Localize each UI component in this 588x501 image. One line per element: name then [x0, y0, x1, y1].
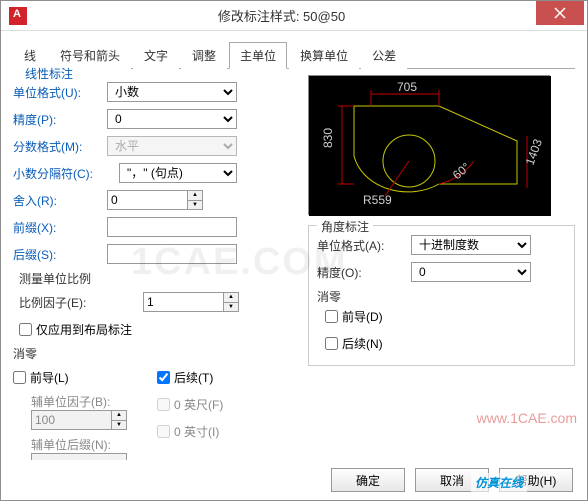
label-round: 舍入(R): — [13, 192, 101, 209]
checkbox-angle-trailing[interactable] — [325, 337, 338, 350]
label-zs-leading: 前导(L) — [30, 369, 69, 386]
dim-radius: R559 — [363, 193, 392, 207]
spinner-subunit-factor: ▲▼ — [31, 410, 127, 430]
app-logo-icon — [9, 7, 27, 25]
select-angle-precision[interactable]: 0 — [411, 262, 531, 282]
dialog-footer: 确定 取消 帮助(H) 仿真在线 — [1, 460, 587, 500]
cancel-button[interactable]: 取消 — [415, 468, 489, 492]
close-icon — [554, 7, 566, 19]
close-button[interactable] — [536, 1, 584, 25]
select-angle-unit-format[interactable]: 十进制度数 — [411, 235, 531, 255]
checkbox-apply-layout[interactable] — [19, 323, 32, 336]
label-precision: 精度(P): — [13, 111, 101, 128]
input-round[interactable] — [107, 190, 187, 210]
input-scale-factor[interactable] — [143, 292, 223, 312]
select-precision[interactable]: 0 — [107, 109, 237, 129]
help-button[interactable]: 帮助(H) — [499, 468, 573, 492]
spinner-round[interactable]: ▲▼ — [107, 190, 203, 210]
select-fraction-format: 水平 — [107, 136, 237, 156]
spinner-scale-factor[interactable]: ▲▼ — [143, 292, 239, 312]
label-unit-format: 单位格式(U): — [13, 84, 101, 101]
label-angle-leading: 前导(D) — [342, 308, 383, 325]
spin-up-icon[interactable]: ▲ — [224, 293, 238, 303]
legend-angle-zero: 消零 — [317, 288, 566, 305]
input-subunit-factor — [31, 410, 111, 430]
label-zs-trailing: 后续(T) — [174, 369, 213, 386]
dimstyle-modify-dialog: 修改标注样式: 50@50 线 符号和箭头 文字 调整 主单位 换算单位 公差 … — [0, 0, 588, 501]
select-unit-format[interactable]: 小数 — [107, 82, 237, 102]
group-angle-dim: 角度标注 单位格式(A): 十进制度数 精度(O): 0 消零 — [308, 225, 575, 366]
titlebar: 修改标注样式: 50@50 — [1, 1, 587, 31]
preview-pane: 705 830 R559 60° 1403 — [308, 75, 550, 215]
checkbox-zs-leading[interactable] — [13, 371, 26, 384]
label-fraction-format: 分数格式(M): — [13, 138, 101, 155]
legend-linear: 线性标注 — [21, 65, 77, 82]
input-suffix[interactable] — [107, 244, 237, 264]
spin-down-icon: ▼ — [112, 421, 126, 430]
label-zs-feet: 0 英尺(F) — [174, 396, 223, 413]
checkbox-angle-leading[interactable] — [325, 310, 338, 323]
label-zs-inches: 0 英寸(I) — [174, 423, 219, 440]
spin-down-icon[interactable]: ▼ — [224, 303, 238, 312]
legend-scale: 测量单位比例 — [19, 270, 298, 287]
dim-top: 705 — [397, 80, 417, 94]
tab-text[interactable]: 文字 — [133, 42, 179, 69]
label-subunit-factor: 辅单位因子(B): — [31, 393, 127, 410]
label-suffix: 后缀(S): — [13, 246, 101, 263]
label-scale-factor: 比例因子(E): — [19, 294, 107, 311]
window-title: 修改标注样式: 50@50 — [27, 6, 536, 25]
preview-drawing: 705 830 R559 60° 1403 — [309, 76, 551, 216]
label-prefix: 前缀(X): — [13, 219, 101, 236]
label-apply-layout: 仅应用到布局标注 — [36, 321, 132, 338]
dim-left: 830 — [321, 128, 335, 148]
tab-tolerance[interactable]: 公差 — [361, 42, 407, 69]
legend-zero-suppress: 消零 — [13, 345, 298, 362]
tab-fit[interactable]: 调整 — [181, 42, 227, 69]
select-decimal-separator[interactable]: "，" (句点) — [119, 163, 237, 183]
checkbox-zs-feet — [157, 398, 170, 411]
tab-primary-units[interactable]: 主单位 — [229, 42, 287, 69]
label-angle-unit-format: 单位格式(A): — [317, 237, 405, 254]
tab-strip: 线 符号和箭头 文字 调整 主单位 换算单位 公差 — [13, 41, 575, 69]
input-prefix[interactable] — [107, 217, 237, 237]
tab-alt-units[interactable]: 换算单位 — [289, 42, 359, 69]
legend-angle: 角度标注 — [317, 218, 373, 235]
ok-button[interactable]: 确定 — [331, 468, 405, 492]
label-angle-precision: 精度(O): — [317, 264, 405, 281]
label-subunit-suffix: 辅单位后缀(N): — [31, 436, 127, 453]
spin-up-icon[interactable]: ▲ — [188, 191, 202, 201]
label-angle-trailing: 后续(N) — [342, 335, 383, 352]
spin-up-icon: ▲ — [112, 411, 126, 421]
label-decimal-sep: 小数分隔符(C): — [13, 165, 113, 182]
checkbox-zs-inches — [157, 425, 170, 438]
spin-down-icon[interactable]: ▼ — [188, 201, 202, 210]
group-linear-dim: 线性标注 单位格式(U): 小数 精度(P): 0 分数 — [13, 73, 298, 479]
checkbox-zs-trailing[interactable] — [157, 371, 170, 384]
